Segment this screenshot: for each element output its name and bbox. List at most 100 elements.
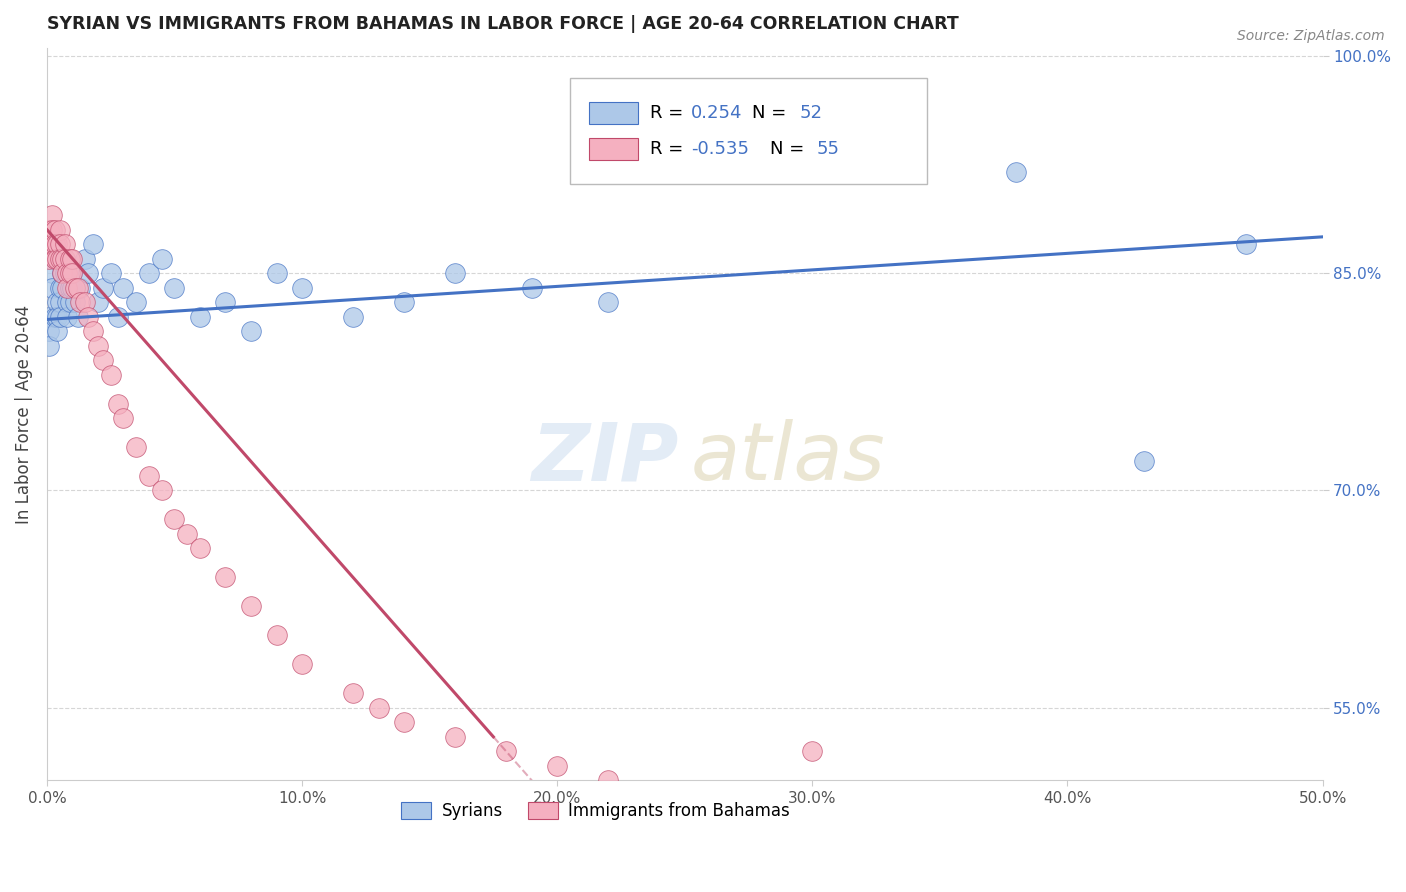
Point (82, 324, 104, 338)
Point (48, 295, 70, 310)
Text: -0.535: -0.535 (692, 140, 749, 159)
Point (60, 252, 83, 266)
Point (392, 295, 415, 310)
Point (444, 266, 467, 280)
Point (801, 744, 824, 758)
Point (48, 237, 70, 252)
Legend: Syrians, Immigrants from Bahamas: Syrians, Immigrants from Bahamas (395, 796, 796, 827)
Point (63, 295, 86, 310)
FancyBboxPatch shape (589, 102, 637, 124)
Point (138, 266, 160, 280)
Point (138, 469, 160, 483)
Point (749, 802, 772, 816)
Point (125, 440, 148, 454)
Point (188, 310, 211, 324)
Point (163, 280, 186, 294)
Point (87, 295, 110, 310)
Point (38, 310, 60, 324)
Point (188, 541, 211, 556)
Point (214, 570, 236, 584)
Point (495, 744, 517, 758)
Point (87, 338, 110, 352)
Point (41, 237, 63, 252)
Point (41, 222, 63, 236)
Point (367, 701, 389, 715)
Point (266, 628, 288, 642)
Point (48, 280, 70, 294)
Point (75, 252, 97, 266)
Point (56, 266, 79, 280)
Point (46, 295, 69, 310)
Point (214, 295, 236, 310)
Point (163, 512, 186, 526)
Point (51, 266, 73, 280)
Point (125, 295, 148, 310)
Point (91, 280, 114, 294)
Point (44, 222, 66, 236)
Point (44, 310, 66, 324)
Point (59, 280, 82, 294)
Point (48, 222, 70, 236)
Point (38, 222, 60, 236)
Point (46, 310, 69, 324)
Point (44, 237, 66, 252)
Point (91, 353, 114, 368)
Text: ZIP: ZIP (531, 419, 678, 497)
Point (240, 599, 263, 614)
Point (291, 280, 314, 294)
Point (342, 686, 364, 700)
Point (44, 237, 66, 252)
Text: 0.254: 0.254 (692, 103, 742, 122)
Point (63, 280, 86, 294)
Point (53, 252, 76, 266)
Point (53, 237, 76, 252)
Point (112, 411, 135, 425)
Text: 52: 52 (800, 103, 823, 122)
Point (392, 715, 415, 730)
Point (59, 252, 82, 266)
Point (60, 266, 83, 280)
Point (76, 266, 98, 280)
Point (150, 252, 173, 266)
Point (76, 310, 98, 324)
Y-axis label: In Labor Force | Age 20-64: In Labor Force | Age 20-64 (15, 305, 32, 524)
Point (520, 280, 543, 294)
Text: R =: R = (651, 103, 689, 122)
Point (82, 237, 104, 252)
Text: 55: 55 (815, 140, 839, 159)
Point (59, 266, 82, 280)
Point (41, 208, 63, 222)
Point (44, 252, 66, 266)
Point (1133, 454, 1156, 468)
Point (48, 252, 70, 266)
Point (266, 266, 288, 280)
Point (59, 295, 82, 310)
Text: N =: N = (770, 140, 810, 159)
Text: Source: ZipAtlas.com: Source: ZipAtlas.com (1237, 29, 1385, 43)
Point (66, 280, 89, 294)
Point (100, 266, 122, 280)
Point (112, 280, 135, 294)
Point (60, 280, 83, 294)
Point (176, 527, 198, 541)
Point (1005, 164, 1028, 178)
Point (598, 773, 620, 788)
Point (342, 310, 364, 324)
Point (107, 396, 129, 410)
Point (53, 266, 76, 280)
Point (107, 310, 129, 324)
Point (38, 324, 60, 338)
Point (53, 252, 76, 266)
Text: SYRIAN VS IMMIGRANTS FROM BAHAMAS IN LABOR FORCE | AGE 20-64 CORRELATION CHART: SYRIAN VS IMMIGRANTS FROM BAHAMAS IN LAB… (46, 15, 959, 33)
Point (38, 237, 60, 252)
Point (546, 759, 568, 773)
Point (41, 266, 63, 280)
Point (150, 483, 173, 498)
Text: atlas: atlas (692, 419, 886, 497)
Text: N =: N = (752, 103, 793, 122)
Point (51, 266, 73, 280)
Point (69, 295, 91, 310)
Point (60, 266, 83, 280)
Point (66, 310, 89, 324)
Point (46, 324, 69, 338)
